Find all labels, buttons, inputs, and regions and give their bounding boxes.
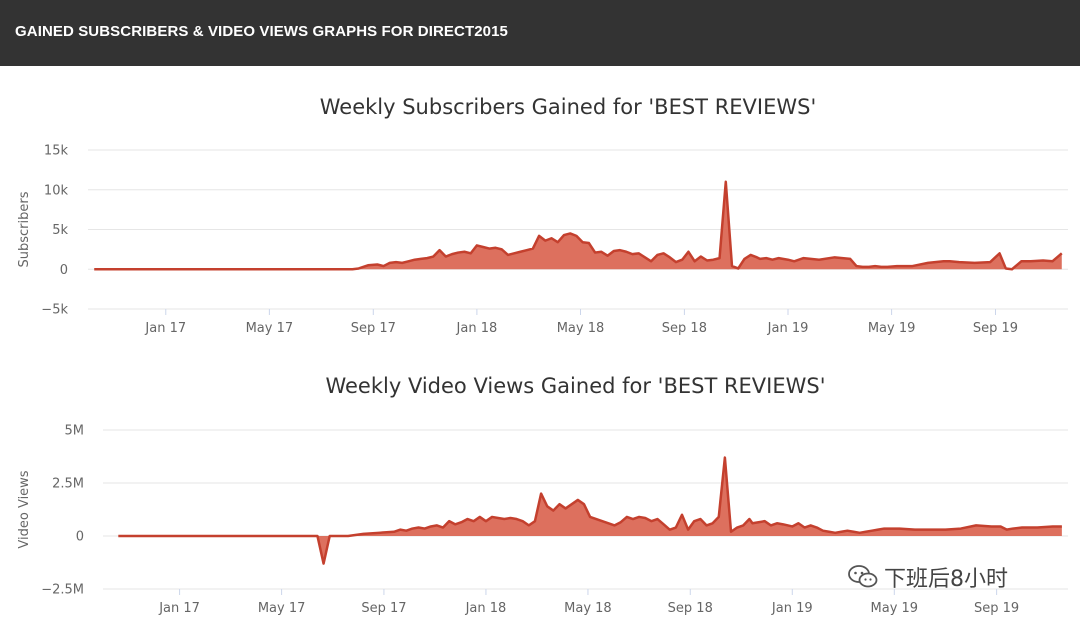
x-tick-label: Jan 17 — [144, 321, 186, 336]
x-tick-label: Sep 19 — [974, 601, 1019, 616]
series-area — [118, 457, 1062, 564]
x-tick-label: Sep 18 — [662, 321, 707, 336]
x-tick-label: Jan 18 — [456, 321, 498, 336]
y-tick-label: 2.5M — [52, 477, 84, 492]
series-line — [118, 456, 1062, 565]
y-axis-title: Subscribers — [17, 191, 32, 267]
watermark: 下班后8小时 — [848, 562, 1008, 592]
series-area — [94, 181, 1062, 270]
x-tick-label: Jan 19 — [771, 601, 813, 616]
x-tick-label: Jan 18 — [465, 601, 507, 616]
series-line — [94, 180, 1063, 271]
x-tick-label: Sep 17 — [361, 601, 406, 616]
x-tick-label: Sep 17 — [351, 321, 396, 336]
y-tick-label: 5M — [65, 424, 85, 439]
x-tick-label: Sep 18 — [668, 601, 713, 616]
x-tick-label: May 19 — [868, 321, 916, 336]
y-tick-label: −5k — [41, 303, 68, 318]
y-tick-label: 0 — [76, 530, 84, 545]
watermark-text: 下班后8小时 — [884, 567, 1008, 592]
x-tick-label: May 18 — [564, 601, 612, 616]
y-tick-label: 10k — [44, 183, 69, 198]
chart-title: Weekly Video Views Gained for 'BEST REVI… — [325, 374, 825, 398]
x-tick-label: Jan 19 — [767, 321, 809, 336]
page-header: GAINED SUBSCRIBERS & VIDEO VIEWS GRAPHS … — [0, 0, 1080, 66]
x-tick-label: Sep 19 — [973, 321, 1018, 336]
x-tick-label: May 17 — [258, 601, 306, 616]
x-tick-label: May 18 — [557, 321, 605, 336]
y-tick-label: 0 — [60, 263, 68, 278]
wechat-icon — [848, 565, 878, 588]
x-tick-label: Jan 17 — [158, 601, 200, 616]
y-axis-title: Video Views — [17, 470, 32, 548]
video-views-chart: Weekly Video Views Gained for 'BEST REVI… — [17, 374, 1068, 616]
subscribers-chart: Weekly Subscribers Gained for 'BEST REVI… — [17, 95, 1068, 336]
y-tick-label: 5k — [52, 223, 68, 238]
x-tick-label: May 19 — [871, 601, 919, 616]
chart-title: Weekly Subscribers Gained for 'BEST REVI… — [320, 95, 817, 119]
y-tick-label: −2.5M — [41, 583, 84, 598]
page-title: GAINED SUBSCRIBERS & VIDEO VIEWS GRAPHS … — [15, 23, 508, 40]
y-tick-label: 15k — [44, 144, 69, 159]
x-tick-label: May 17 — [246, 321, 294, 336]
